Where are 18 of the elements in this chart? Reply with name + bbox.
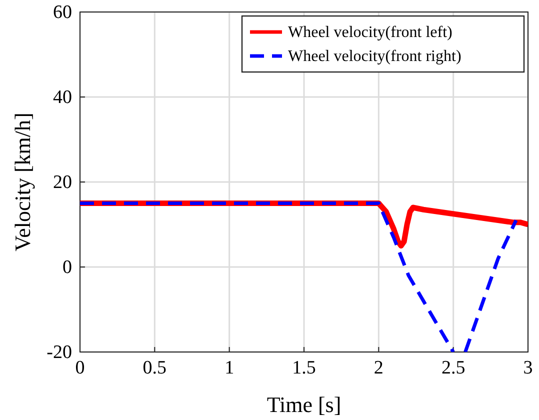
x-tick-label: 2.5 <box>441 357 466 378</box>
x-tick-label: 0 <box>75 357 85 378</box>
legend-label: Wheel velocity(front left) <box>288 24 452 41</box>
x-axis-title: Time [s] <box>266 392 342 417</box>
y-tick-label: 20 <box>53 172 72 194</box>
x-tick-label: 3 <box>523 357 533 378</box>
line-series <box>464 218 518 352</box>
x-tick-label: 2 <box>374 357 384 378</box>
line-series <box>80 202 456 352</box>
x-tick-label: 0.5 <box>142 357 167 378</box>
x-tick-label: 1.5 <box>292 357 316 378</box>
y-tick-label: 0 <box>62 257 72 278</box>
x-tick-label: 1 <box>224 357 234 378</box>
legend-label: Wheel velocity(front right) <box>288 48 462 65</box>
y-tick-label: -20 <box>46 342 72 364</box>
y-axis-title: Velocity [km/h] <box>10 112 35 252</box>
y-tick-label: 40 <box>53 87 72 108</box>
y-tick-label: 60 <box>53 2 72 24</box>
